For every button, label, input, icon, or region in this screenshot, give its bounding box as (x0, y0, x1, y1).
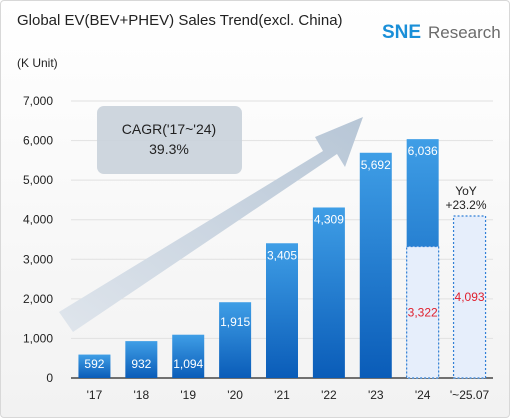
bar-partial (406, 245, 440, 379)
x-tick-label: '24 (415, 388, 431, 402)
bar (125, 341, 158, 378)
bar-value-label: 3,405 (267, 248, 297, 262)
unit-label: (K Unit) (17, 56, 58, 70)
y-tick-label: 1,000 (23, 331, 53, 345)
bar (172, 334, 205, 378)
yoy-label: YoY (455, 184, 477, 198)
growth-arrow (59, 117, 363, 332)
x-tick-label: '23 (368, 388, 384, 402)
logo-mark: SNE (382, 22, 421, 43)
bar (266, 243, 298, 378)
bar (359, 152, 392, 378)
y-tick-label: 5,000 (23, 173, 53, 187)
bar-partial-label: 3,322 (408, 305, 438, 319)
bar-value-label: 1,915 (220, 315, 250, 329)
y-tick-label: 7,000 (23, 94, 53, 108)
logo-text: Research (428, 23, 501, 42)
yoy-value: +23.2% (445, 198, 486, 212)
x-tick-label: '~25.07 (450, 388, 490, 402)
y-tick-label: 6,000 (23, 134, 53, 148)
sne-research-logo: SNE Research (382, 22, 501, 43)
bar (312, 207, 345, 378)
bar-value-label: 1,094 (173, 357, 203, 371)
cagr-label: CAGR('17~'24) (122, 121, 216, 137)
x-tick-label: '21 (274, 388, 290, 402)
cagr-box (97, 106, 242, 174)
bar-value-label: 592 (84, 357, 104, 371)
y-tick-label: 2,000 (23, 292, 53, 306)
bar-value-label: 4,093 (455, 290, 485, 304)
cagr-callout: CAGR('17~'24) 39.3% (97, 106, 242, 174)
bar-value-label: 932 (131, 357, 151, 371)
bar-value-label: 4,309 (314, 212, 344, 226)
x-tick-label: '22 (321, 388, 337, 402)
x-tick-label: '17 (87, 388, 103, 402)
y-tick-label: 3,000 (23, 252, 53, 266)
x-tick-label: '19 (180, 388, 196, 402)
yoy-annotation: YoY +23.2% (445, 184, 486, 212)
x-tick-label: '18 (134, 388, 150, 402)
bar (219, 302, 252, 378)
bar-value-label: 5,692 (361, 158, 391, 172)
bar-partial (452, 215, 487, 379)
chart-title: Global EV(BEV+PHEV) Sales Trend(excl. Ch… (17, 12, 343, 29)
cagr-value: 39.3% (149, 141, 189, 157)
bar-value-label: 6,036 (408, 144, 438, 158)
y-tick-label: 0 (46, 371, 53, 385)
bar (78, 354, 111, 378)
x-tick-label: '20 (227, 388, 243, 402)
y-tick-label: 4,000 (23, 213, 53, 227)
